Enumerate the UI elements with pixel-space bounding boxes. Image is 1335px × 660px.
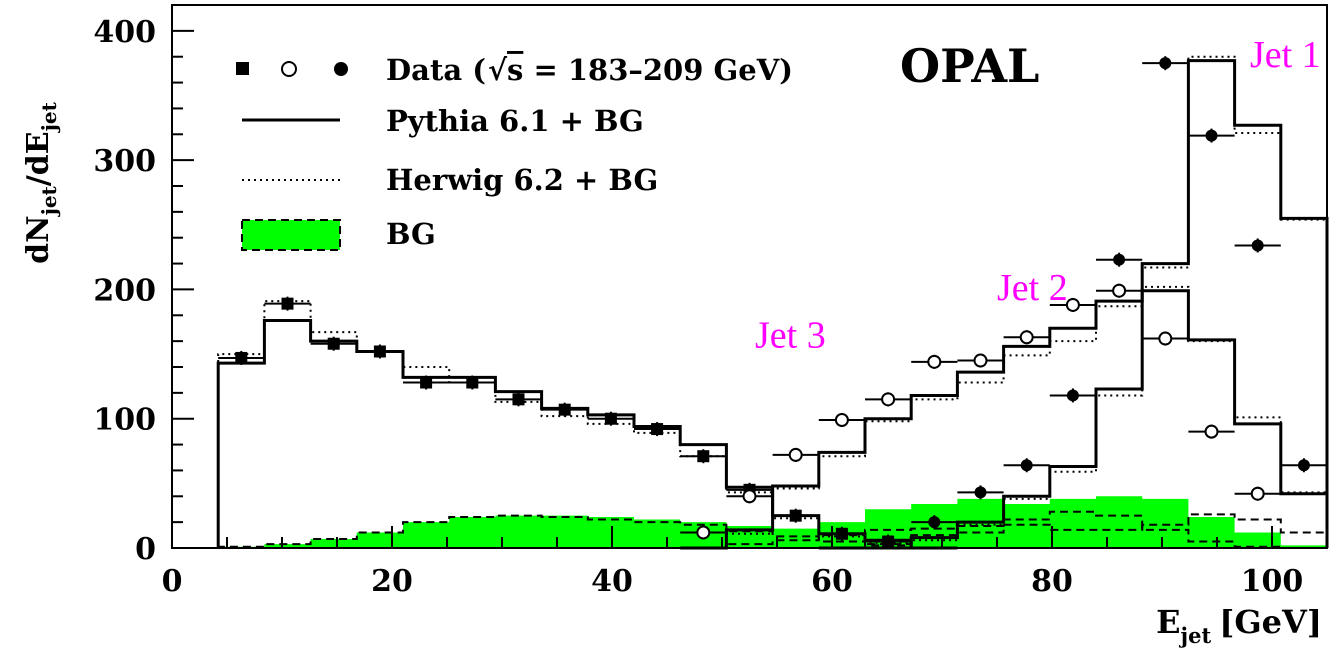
data-point-jet-3 — [235, 352, 247, 364]
data-point-jet-3 — [513, 393, 525, 405]
x-tick-label: 20 — [371, 564, 413, 599]
data-point-jet-2 — [790, 449, 802, 461]
annotation-jet-1: Jet 1 — [1250, 34, 1321, 76]
legend: Data (√s = 183–209 GeV) Pythia 6.1 + BG … — [236, 53, 793, 251]
data-point-jet-2 — [1159, 333, 1171, 345]
data-point-jet-2 — [882, 393, 894, 405]
y-tick-label: 100 — [93, 403, 156, 438]
data-point-jet-3 — [882, 536, 894, 548]
data-point-jet-3 — [651, 423, 663, 435]
data-point-jet-3 — [559, 404, 571, 416]
data-point-jet-1 — [1021, 459, 1033, 471]
data-point-jet-1 — [1206, 130, 1218, 142]
legend-label-pythia: Pythia 6.1 + BG — [386, 104, 644, 138]
data-point-jet-3 — [605, 413, 617, 425]
data-point-jet-1 — [1113, 254, 1125, 266]
data-point-jet-2 — [1067, 299, 1079, 311]
data-point-jet-2 — [1252, 488, 1264, 500]
data-point-jet-2 — [1113, 285, 1125, 297]
mc-histograms — [218, 57, 1327, 548]
legend-swatch-bg — [242, 220, 340, 250]
data-point-jet-1 — [1159, 57, 1171, 69]
data-point-jet-1 — [1298, 459, 1310, 471]
x-tick-label: 60 — [811, 564, 853, 599]
legend-label-data: Data (√s = 183–209 GeV) — [386, 53, 793, 87]
x-tick-label: 100 — [1241, 564, 1304, 599]
x-axis-title: Ejet [GeV] — [1156, 603, 1322, 648]
x-tick-label: 40 — [591, 564, 633, 599]
data-point-jet-1 — [1252, 239, 1264, 251]
data-point-jet-3 — [836, 528, 848, 540]
y-tick-label: 400 — [93, 15, 156, 50]
legend-open-marker — [282, 62, 296, 76]
data-point-jet-3 — [697, 450, 709, 462]
opal-label: OPAL — [900, 39, 1039, 93]
data-point-jet-3 — [420, 377, 432, 389]
data-point-jet-1 — [928, 516, 940, 528]
data-point-jet-2 — [928, 356, 940, 368]
legend-label-herwig: Herwig 6.2 + BG — [386, 163, 658, 197]
data-point-jet-2 — [744, 490, 756, 502]
data-point-jet-3 — [466, 377, 478, 389]
pythia-histogram-jet-3 — [218, 320, 957, 548]
x-tick-label: 80 — [1031, 564, 1073, 599]
data-point-jet-1 — [975, 486, 987, 498]
annotation-jet-3: Jet 3 — [755, 315, 826, 357]
data-point-jet-3 — [790, 510, 802, 522]
data-point-jet-2 — [836, 414, 848, 426]
data-point-jet-2 — [1206, 426, 1218, 438]
data-point-jet-3 — [374, 345, 386, 357]
data-points — [218, 56, 1327, 548]
data-point-jet-1 — [1067, 389, 1079, 401]
legend-square-marker — [236, 62, 249, 75]
y-tick-label: 0 — [135, 532, 156, 567]
data-point-jet-3 — [282, 298, 294, 310]
annotation-jet-2: Jet 2 — [997, 267, 1068, 309]
y-tick-label: 300 — [93, 144, 156, 179]
legend-label-bg: BG — [386, 217, 436, 251]
data-point-jet-2 — [1021, 331, 1033, 343]
y-axis-title: dNjet/dEjet — [21, 101, 61, 263]
legend-filled-marker — [334, 62, 348, 76]
legend-data-markers — [236, 62, 348, 76]
data-point-jet-2 — [975, 355, 987, 367]
y-tick-label: 200 — [93, 273, 156, 308]
data-point-jet-2 — [697, 526, 709, 538]
data-point-jet-3 — [328, 338, 340, 350]
x-tick-label: 0 — [162, 564, 183, 599]
